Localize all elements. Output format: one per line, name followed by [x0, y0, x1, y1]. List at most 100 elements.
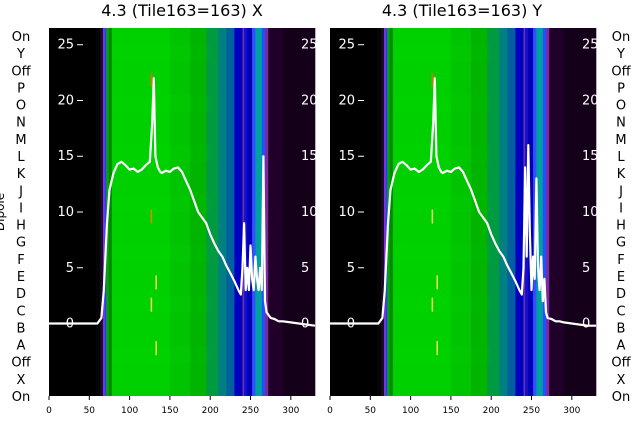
- heatmap-row: [394, 345, 492, 363]
- dipole-label: N: [16, 116, 26, 131]
- y-tick-label: 20: [338, 93, 355, 108]
- dipole-label: Off: [611, 64, 631, 79]
- heatmap-band: [111, 28, 171, 396]
- dipole-label: P: [617, 81, 625, 96]
- heatmap-band: [542, 28, 547, 396]
- heatmap-fleck: [436, 275, 438, 290]
- heatmap-fleck: [150, 72, 153, 87]
- y-tick-label-edge: 0: [301, 317, 309, 332]
- x-tick-label: 100: [121, 406, 138, 416]
- dipole-label: Y: [616, 47, 625, 62]
- overlay-line: [49, 77, 316, 327]
- x-tick-label: 200: [483, 406, 500, 416]
- heatmap-band: [549, 28, 565, 396]
- chart-title: 4.3 (Tile163=163) X: [101, 1, 263, 20]
- dipole-label: Off: [611, 356, 631, 371]
- dipole-label: O: [616, 99, 626, 114]
- y-tick-label: 10: [57, 205, 74, 220]
- dipole-label: D: [16, 287, 26, 302]
- x-tick-label: 50: [365, 406, 377, 416]
- y-tick-label: 20: [57, 93, 74, 108]
- heatmap-band: [487, 28, 500, 396]
- dipole-label: F: [17, 253, 24, 268]
- y-tick-label: 5: [66, 261, 74, 276]
- x-tick-label: 0: [327, 406, 333, 416]
- heatmap-bands: [330, 28, 597, 396]
- heatmap-band: [206, 28, 219, 396]
- dipole-label: E: [17, 270, 25, 285]
- heatmap-row: [113, 145, 211, 162]
- dipole-label: Off: [11, 64, 31, 79]
- dipole-label: A: [17, 339, 26, 354]
- heatmap-row: [113, 94, 211, 112]
- dipole-label: L: [617, 150, 625, 165]
- dipole-label: H: [16, 219, 26, 234]
- y-tick-label: 0: [347, 317, 355, 332]
- heatmap-band: [268, 28, 284, 396]
- x-tick-label: 300: [563, 406, 580, 416]
- heatmap-band: [389, 28, 394, 396]
- heatmap-band: [384, 28, 386, 396]
- heatmap-band: [507, 28, 516, 396]
- dipole-label: Y: [16, 47, 25, 62]
- heatmap-row: [113, 345, 211, 363]
- dipole-label: J: [618, 184, 623, 199]
- overlay-line: [330, 77, 596, 327]
- dipole-label: K: [617, 167, 626, 182]
- heatmap-band: [528, 28, 534, 396]
- y-tick-label: 10: [338, 205, 355, 220]
- heatmap-band: [515, 28, 524, 396]
- heatmap-fleck: [150, 209, 153, 224]
- heatmap-band: [546, 28, 550, 396]
- dipole-label: Off: [11, 356, 31, 371]
- dipole-label: E: [617, 270, 625, 285]
- heatmap-row: [394, 195, 492, 212]
- dipole-label: X: [17, 373, 26, 388]
- dipole-label: On: [12, 390, 30, 405]
- dipole-label: O: [16, 99, 26, 114]
- heatmap-band: [563, 28, 597, 396]
- y-tick-label-edge: 25: [582, 38, 599, 53]
- heatmap-row: [113, 44, 211, 62]
- heatmap-band: [169, 28, 191, 396]
- heatmap-fleck: [150, 297, 153, 312]
- dipole-label: I: [619, 201, 623, 216]
- x-tick-label: 0: [46, 406, 52, 416]
- heatmap-band: [536, 28, 544, 396]
- y-tick-label-edge: 5: [582, 261, 590, 276]
- heatmap-band: [247, 28, 253, 396]
- heatmap-row: [394, 145, 492, 162]
- heatmap-fleck: [431, 209, 434, 224]
- heatmap-band: [49, 28, 97, 396]
- heatmap-fleck: [431, 72, 434, 87]
- chart-title: 4.3 (Tile163=163) Y: [382, 1, 543, 20]
- x-tick-label: 250: [523, 406, 540, 416]
- heatmap-band: [100, 28, 104, 396]
- dipole-label: P: [17, 81, 25, 96]
- y-tick-label-edge: 0: [582, 317, 590, 332]
- heatmap-row: [113, 245, 211, 263]
- heatmap-band: [265, 28, 269, 396]
- heatmap-band: [108, 28, 113, 396]
- heatmap-row: [394, 295, 492, 313]
- dipole-label: G: [616, 236, 626, 251]
- y-tick-label-edge: 20: [582, 93, 599, 108]
- dipole-label: B: [617, 321, 626, 336]
- dipole-label: A: [617, 339, 626, 354]
- x-tick-label: 250: [242, 406, 259, 416]
- dipole-label: I: [19, 201, 23, 216]
- y-tick-label-edge: 5: [301, 261, 309, 276]
- dipole-label: D: [616, 287, 626, 302]
- heatmap-band: [244, 28, 248, 396]
- heatmap-band: [330, 28, 378, 396]
- y-tick-label: 0: [66, 317, 74, 332]
- heatmap-row: [113, 195, 211, 212]
- heatmap-band: [381, 28, 385, 396]
- y-tick-label-edge: 10: [301, 205, 318, 220]
- y-tick-label: 25: [338, 38, 355, 53]
- heatmap-band: [450, 28, 472, 396]
- dipole-label: M: [15, 133, 26, 148]
- dipole-label: X: [617, 373, 626, 388]
